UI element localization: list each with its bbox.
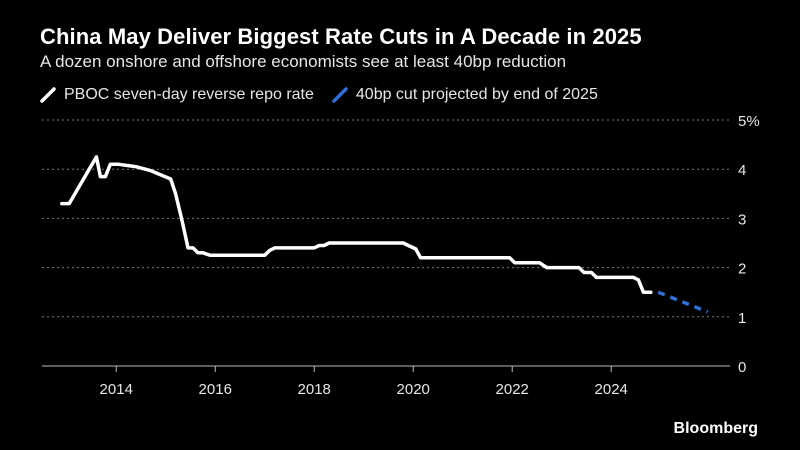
legend: PBOC seven-day reverse repo rate 40bp cu… — [40, 86, 616, 104]
x-tick-label: 2018 — [298, 381, 331, 398]
chart-subtitle: A dozen onshore and offshore economists … — [40, 52, 567, 71]
x-tick-label: 2014 — [100, 381, 133, 398]
legend-label-repo-rate: PBOC seven-day reverse repo rate — [64, 86, 314, 103]
solid-line-swatch-icon — [40, 87, 56, 103]
dashed-line-swatch-icon — [332, 87, 348, 103]
x-tick-label: 2024 — [595, 381, 628, 398]
x-tick-label: 2022 — [496, 381, 529, 398]
x-tick-label: 2016 — [199, 381, 232, 398]
bloomberg-logo: Bloomberg — [673, 420, 758, 437]
legend-item-repo-rate: PBOC seven-day reverse repo rate — [40, 86, 314, 104]
legend-item-projection: 40bp cut projected by end of 2025 — [332, 86, 598, 104]
axis-layer: 0 1 2 3 4 5% 2014 2016 2018 2020 2022 2024 — [42, 113, 760, 398]
grid-layer — [42, 119, 730, 318]
chart-title: China May Deliver Biggest Rate Cuts in A… — [40, 24, 642, 49]
x-tick-label: 2020 — [397, 381, 430, 398]
y-tick-label: 4 — [738, 162, 746, 179]
projection-series-line — [657, 290, 709, 314]
legend-label-projection: 40bp cut projected by end of 2025 — [355, 86, 598, 103]
y-tick-label: 2 — [738, 261, 746, 278]
y-tick-label: 0 — [738, 359, 746, 376]
y-tick-label: 3 — [738, 211, 746, 228]
repo-rate-series-line — [60, 155, 653, 294]
y-tick-label: 1 — [738, 310, 746, 327]
y-tick-label: 5% — [738, 113, 760, 130]
series-layer — [60, 155, 709, 314]
